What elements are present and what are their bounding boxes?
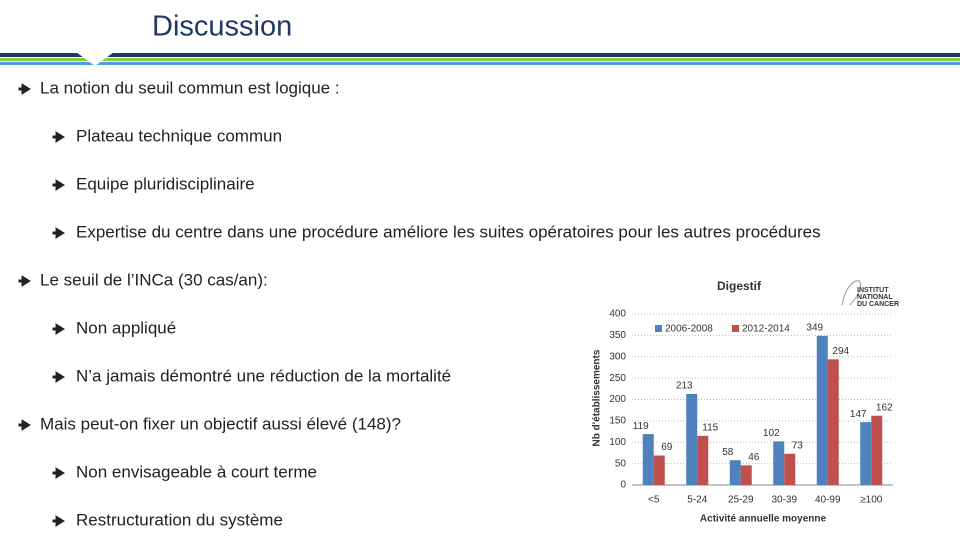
y-tick-label: 250: [609, 373, 626, 384]
bullet-arrow: [52, 179, 65, 191]
legend-label: 2006-2008: [665, 324, 713, 335]
bar: [642, 434, 654, 485]
bullet-text: N’a jamais démontré une réduction de la …: [76, 366, 451, 385]
y-tick-label: 200: [609, 394, 626, 405]
header-notch: [76, 52, 114, 66]
value-label: 46: [748, 452, 760, 463]
slide-title: Discussion: [152, 11, 292, 43]
x-tick-label: <5: [648, 495, 660, 506]
x-axis-label: Activité annuelle moyenne: [700, 514, 827, 525]
bullet-arrow: [52, 323, 65, 335]
bar: [871, 415, 883, 485]
bar: [816, 335, 828, 485]
bar: [860, 422, 872, 485]
x-tick-label: 5-24: [687, 495, 707, 506]
value-label: 69: [661, 442, 673, 453]
legend-swatch: [732, 325, 739, 332]
value-label: 162: [876, 402, 893, 413]
bar: [653, 455, 665, 485]
x-tick-label: 25-29: [728, 495, 754, 506]
bullet-arrow: [52, 227, 65, 239]
legend-label: 2012-2014: [742, 324, 790, 335]
bullet-text: Non envisageable à court terme: [76, 462, 317, 481]
chart-title: Digestif: [717, 279, 762, 293]
y-axis-label: Nb d'établissements: [592, 349, 603, 446]
value-label: 349: [806, 322, 823, 333]
bullet-text: Restructuration du système: [76, 510, 283, 529]
value-label: 147: [850, 409, 867, 420]
bullet-text: Expertise du centre dans une procédure a…: [76, 222, 821, 241]
bullet-text: Plateau technique commun: [76, 126, 282, 145]
bullet-arrow: [52, 467, 65, 479]
bar: [697, 435, 709, 485]
bullet-arrow: [18, 419, 31, 431]
y-tick-label: 100: [609, 437, 626, 448]
y-tick-label: 300: [609, 351, 626, 362]
bullet-text: La notion du seuil commun est logique :: [40, 78, 340, 97]
bullet-text: Mais peut-on fixer un objectif aussi éle…: [40, 414, 401, 433]
bar: [784, 453, 796, 485]
y-tick-label: 350: [609, 330, 626, 341]
bullet-text: Equipe pluridisciplinaire: [76, 174, 255, 193]
chart: Digestif Nb d'établissements Activité an…: [592, 279, 899, 524]
bullet-text: Le seuil de l’INCa (30 cas/an):: [40, 270, 268, 289]
value-label: 102: [763, 428, 780, 439]
value-label: 213: [676, 381, 693, 392]
logo-text: INSTITUT: [857, 287, 889, 294]
value-label: 119: [633, 421, 649, 432]
value-label: 73: [792, 440, 804, 451]
y-tick-label: 0: [620, 480, 626, 491]
header-bar: [0, 58, 960, 61]
legend-swatch: [655, 325, 662, 332]
bullet-list: La notion du seuil commun est logique : P…: [18, 78, 821, 529]
bullet-arrow: [18, 83, 31, 95]
bullet-arrow: [52, 371, 65, 383]
value-label: 294: [832, 346, 849, 357]
header-bar: [0, 53, 960, 57]
logo-figure: [841, 280, 861, 306]
bullet-arrow: [52, 515, 65, 527]
y-tick-label: 400: [609, 309, 626, 320]
value-label: 115: [702, 422, 718, 433]
bar: [686, 393, 698, 485]
value-label: 58: [722, 447, 734, 458]
y-tick-label: 50: [615, 458, 627, 469]
bar: [773, 441, 785, 485]
y-tick-label: 150: [609, 416, 626, 427]
x-tick-label: 30-39: [771, 495, 797, 506]
bullet-text: Non appliqué: [76, 318, 176, 337]
x-tick-label: ≥100: [860, 495, 883, 506]
bar: [740, 465, 752, 485]
header-bar: [0, 62, 960, 65]
x-tick-label: 40-99: [815, 495, 841, 506]
bullet-arrow: [52, 131, 65, 143]
logo-text: NATIONAL: [857, 294, 893, 301]
bar: [729, 460, 741, 485]
bar: [827, 359, 839, 485]
logo-text: DU CANCER: [857, 301, 899, 308]
bullet-arrow: [18, 275, 31, 287]
